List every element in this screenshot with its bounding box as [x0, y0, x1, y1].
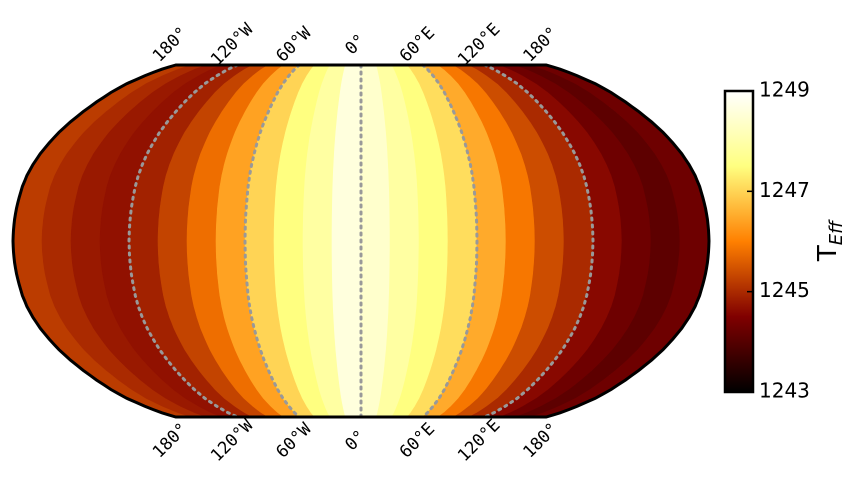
colorbar-tick-label: 1249: [759, 78, 810, 102]
colorbar-label-main: T: [813, 245, 843, 262]
longitude-label-top: 60°E: [396, 23, 439, 66]
longitude-label-top: 180°: [519, 23, 562, 66]
meridian-grid-line: [483, 63, 595, 419]
meridian-grid-line: [421, 63, 479, 419]
colorbar-tick-label: 1247: [759, 178, 810, 202]
colorbar: [723, 89, 755, 394]
longitude-label-bottom: 120°E: [454, 416, 504, 466]
meridian-grid-line: [243, 63, 301, 419]
longitude-label-top: 180°: [149, 23, 192, 66]
colorbar-label: TEff: [813, 219, 847, 262]
longitude-label-bottom: 120°W: [207, 415, 258, 466]
longitude-label-bottom: 0°: [341, 426, 370, 455]
longitude-label-bottom: 180°: [149, 419, 192, 462]
longitude-label-bottom: 60°W: [272, 419, 316, 463]
colorbar-label-sub: Eff: [826, 219, 847, 245]
longitude-label-top: 120°E: [454, 20, 504, 70]
longitude-label-top: 60°W: [272, 23, 316, 67]
longitude-label-bottom: 180°: [519, 419, 562, 462]
colorbar-tick-label: 1243: [759, 379, 810, 403]
longitude-label-top: 0°: [341, 30, 370, 59]
longitude-label-bottom: 60°E: [396, 419, 439, 462]
meridian-grid-line: [127, 63, 239, 419]
colorbar-tick-label: 1245: [759, 278, 810, 302]
longitude-label-top: 120°W: [207, 19, 258, 70]
map-border: [11, 63, 711, 419]
